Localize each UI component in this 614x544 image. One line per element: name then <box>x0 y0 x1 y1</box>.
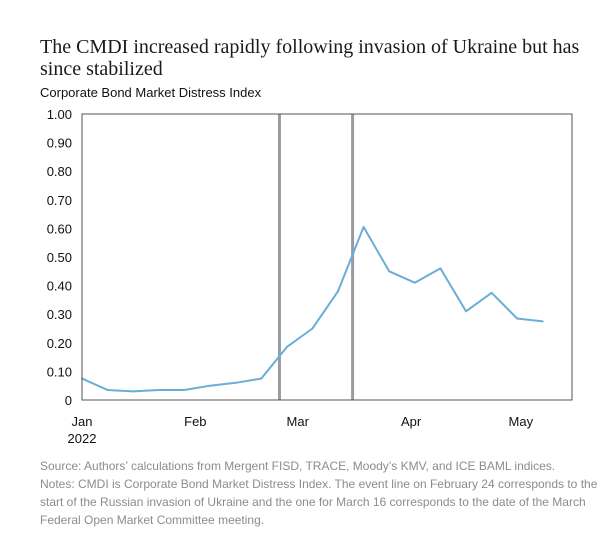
data-point <box>311 327 314 330</box>
data-point <box>132 390 135 393</box>
data-series <box>81 226 544 393</box>
data-point <box>337 290 339 293</box>
y-tick-label: 0.60 <box>47 221 72 236</box>
data-point <box>388 270 391 273</box>
data-point <box>183 389 186 391</box>
data-point <box>157 389 160 391</box>
data-point <box>234 381 237 384</box>
x-tick-label: May <box>509 414 534 429</box>
y-tick-label: 0.70 <box>47 193 72 208</box>
chart-subtitle: Corporate Bond Market Distress Index <box>40 85 262 100</box>
source-note: Source: Authors’ calculations from Merge… <box>40 459 556 473</box>
y-tick-label: 0.90 <box>47 136 72 151</box>
plot-frame <box>81 113 573 401</box>
data-point <box>413 281 416 284</box>
x-axis-tick-labels: Jan 2022 Feb Mar Apr May <box>68 414 534 446</box>
series-line <box>81 226 544 393</box>
y-tick-label: 0.20 <box>47 336 72 351</box>
x-tick-label: Mar <box>287 414 310 429</box>
y-tick-label: 0.40 <box>47 279 72 294</box>
y-axis-tick-labels: 0 0.10 0.20 0.30 0.40 0.50 0.60 0.70 0.80 0.90 1.0… <box>47 107 72 408</box>
x-tick-label: Feb <box>184 414 206 429</box>
y-tick-label: 0.10 <box>47 364 72 379</box>
data-point <box>541 320 544 323</box>
data-point <box>516 317 519 320</box>
y-tick-label: 0.80 <box>47 164 72 179</box>
x-tick-label: Jan <box>72 414 93 429</box>
data-point <box>362 226 365 228</box>
chart-title: The CMDI increased rapidly following inv… <box>40 36 580 80</box>
data-point <box>209 384 211 387</box>
event-lines <box>277 114 355 400</box>
footnotes: Source: Authors’ calculations from Merge… <box>40 457 602 529</box>
data-point <box>490 291 493 294</box>
data-point <box>439 267 442 270</box>
data-point <box>465 310 467 313</box>
notes-text: Notes: CMDI is Corporate Bond Market Dis… <box>40 477 598 527</box>
data-point <box>260 377 263 380</box>
y-tick-label: 0.30 <box>47 307 72 322</box>
data-point <box>285 346 288 348</box>
x-tick-sublabel: 2022 <box>68 431 97 446</box>
line-chart: 0 0.10 0.20 0.30 0.40 0.50 0.60 0.70 0.80 0.90 1.0… <box>47 107 573 446</box>
x-tick-label: Apr <box>401 414 422 429</box>
data-point <box>106 389 109 391</box>
y-tick-label: 0.50 <box>47 250 72 265</box>
y-tick-label: 1.00 <box>47 107 72 122</box>
y-tick-label: 0 <box>65 393 72 408</box>
